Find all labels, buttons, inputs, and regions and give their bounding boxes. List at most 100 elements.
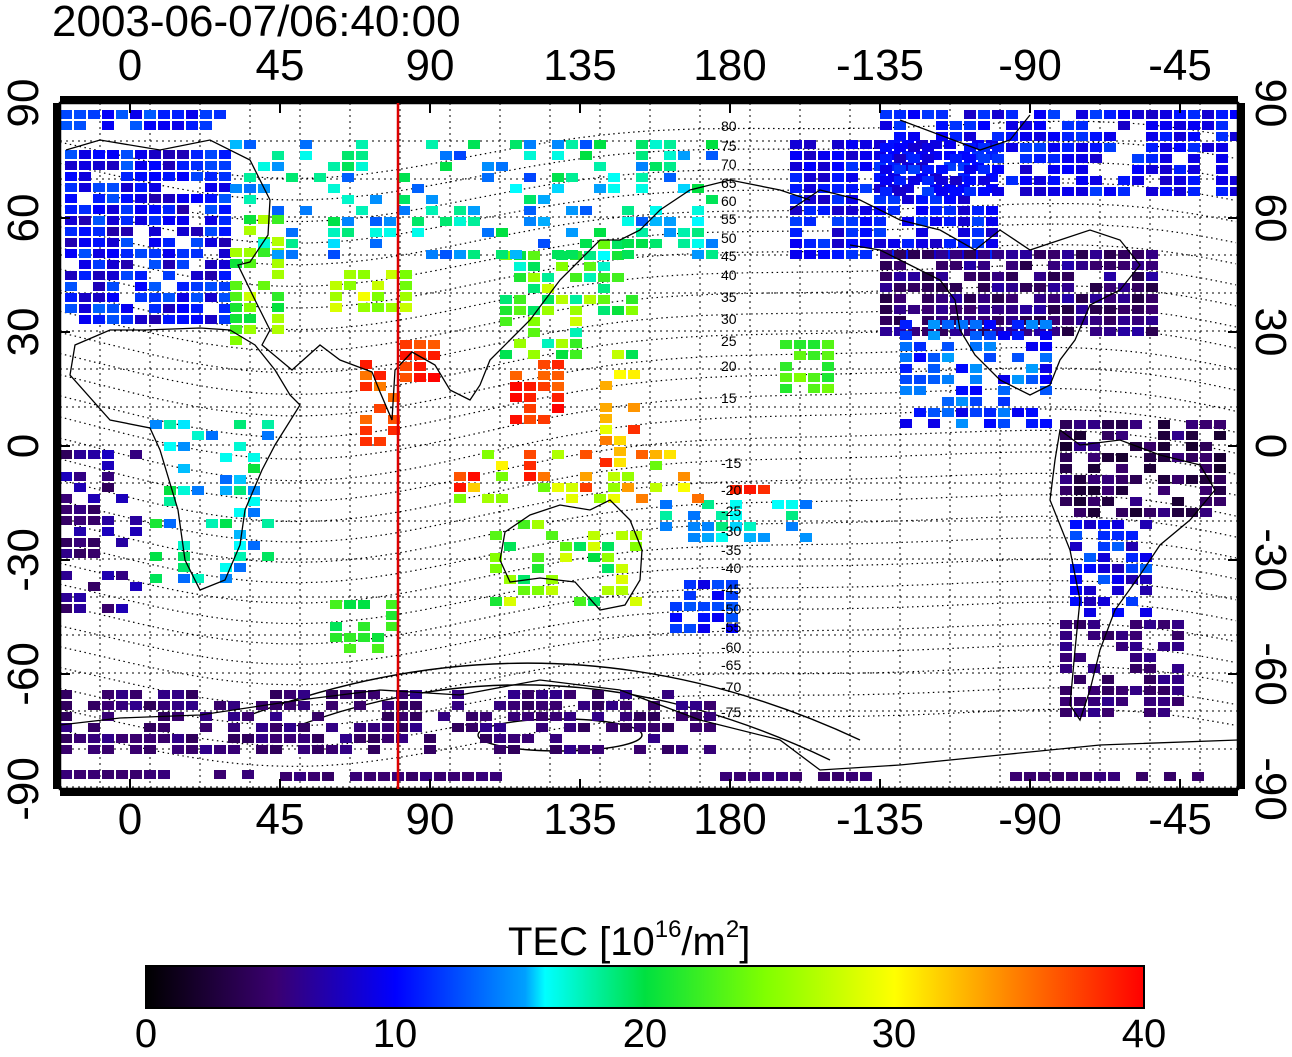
tec-pixel [1090, 250, 1102, 259]
tec-pixel [1104, 250, 1116, 259]
tec-pixel [622, 250, 634, 259]
tec-pixel [570, 328, 582, 337]
tec-pixel [149, 238, 161, 247]
tec-pixel [1188, 132, 1200, 141]
tec-pixel [1132, 261, 1144, 270]
tec-pixel [244, 195, 256, 204]
tec-pixel [880, 165, 892, 174]
tec-pixel [1104, 187, 1116, 196]
tec-pixel [93, 249, 105, 258]
tec-pixel [60, 121, 72, 130]
tec-pixel [219, 260, 231, 269]
tec-pixel [620, 690, 632, 699]
tec-pixel [177, 161, 189, 170]
bottom-tick-label: 180 [693, 795, 767, 844]
tec-pixel [1090, 316, 1102, 325]
tec-pixel [410, 701, 422, 710]
tec-pixel [1098, 575, 1110, 584]
tec-pixel [1090, 176, 1102, 185]
tec-pixel [950, 327, 962, 336]
tec-pixel [702, 533, 714, 542]
tec-pixel [177, 315, 189, 324]
tec-pixel [386, 600, 398, 609]
tec-pixel [158, 121, 170, 130]
tec-pixel [818, 151, 830, 160]
tec-pixel [970, 364, 982, 373]
tec-pixel [636, 151, 648, 160]
tec-pixel [650, 217, 662, 226]
tec-pixel [524, 206, 536, 215]
tec-pixel [1040, 386, 1052, 395]
tec-pixel [234, 552, 246, 561]
tec-pixel [374, 437, 386, 446]
tec-pixel [936, 250, 948, 259]
tec-pixel [440, 151, 452, 160]
tec-pixel [228, 745, 240, 754]
tec-pixel [860, 162, 872, 171]
tec-pixel [60, 494, 72, 503]
tec-pixel [1048, 250, 1060, 259]
tec-pixel [1020, 283, 1032, 292]
tec-pixel [1070, 542, 1082, 551]
tec-pixel [368, 745, 380, 754]
tec-pixel [372, 281, 384, 290]
tec-pixel [846, 239, 858, 248]
tec-pixel [1040, 342, 1052, 351]
tec-pixel [538, 382, 550, 391]
tec-pixel [344, 644, 356, 653]
tec-pixel [244, 303, 256, 312]
tec-pixel [186, 745, 198, 754]
tec-pixel [684, 602, 696, 611]
tec-pixel [1172, 620, 1184, 629]
tec-pixel [690, 701, 702, 710]
tec-pixel [102, 450, 114, 459]
tec-pixel [1060, 664, 1072, 673]
tec-pixel [60, 734, 72, 743]
tec-pixel [984, 408, 996, 417]
tec-pixel [116, 604, 128, 613]
tec-pixel [1006, 110, 1018, 119]
tec-pixel [888, 239, 900, 248]
tec-pixel [79, 249, 91, 258]
tec-pixel [163, 161, 175, 170]
tec-pixel [116, 494, 128, 503]
tec-pixel [286, 228, 298, 237]
tec-pixel [950, 176, 962, 185]
tec-pixel [88, 582, 100, 591]
tec-pixel [1048, 132, 1060, 141]
tec-pixel [510, 382, 522, 391]
tec-pixel [426, 250, 438, 259]
tec-pixel [107, 205, 119, 214]
coastline-antarctica [60, 679, 1238, 771]
tec-pixel [510, 371, 522, 380]
tec-pixel [1130, 686, 1142, 695]
tec-pixel [1090, 143, 1102, 152]
tec-pixel [272, 237, 284, 246]
tec-pixel [818, 162, 830, 171]
tec-pixel [928, 408, 940, 417]
tec-pixel [1102, 686, 1114, 695]
tec-pixel [628, 425, 640, 434]
tec-pixel [536, 712, 548, 721]
tec-pixel [608, 483, 620, 492]
tec-pixel [102, 745, 114, 754]
tec-pixel [1024, 772, 1036, 781]
coastline-africa [69, 327, 301, 591]
tec-pixel [370, 228, 382, 237]
bottom-tick-label: 45 [255, 795, 305, 844]
bottom-tick-label: 135 [543, 795, 617, 844]
tec-pixel [400, 351, 412, 360]
tec-pixel [528, 251, 540, 260]
tec-pixel [936, 327, 948, 336]
tec-pixel [808, 351, 820, 360]
tec-pixel [1012, 353, 1024, 362]
tec-pixel [900, 419, 912, 428]
tec-pixel [454, 472, 466, 481]
tec-pixel [1040, 419, 1052, 428]
tec-pixel [1158, 475, 1170, 484]
tec-pixel [130, 450, 142, 459]
tec-pixel [272, 259, 284, 268]
tec-pixel [164, 442, 176, 451]
tec-pixel [228, 701, 240, 710]
tec-pixel [958, 217, 970, 226]
